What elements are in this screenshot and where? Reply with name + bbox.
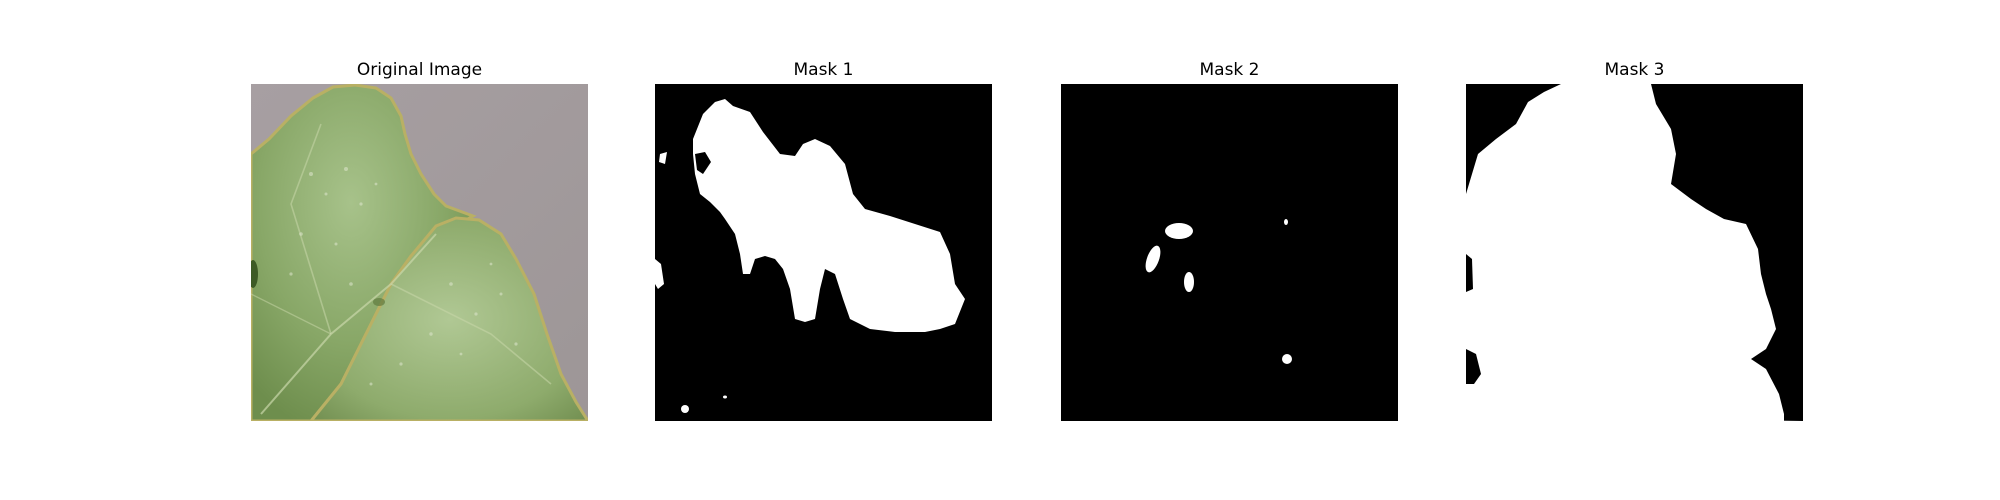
binary-mask-2	[1061, 84, 1398, 421]
leaf-photo	[251, 84, 588, 421]
panel-title: Original Image	[356, 60, 483, 80]
panel-title: Mask 3	[1604, 60, 1665, 80]
panel-title: Mask 1	[793, 60, 854, 80]
binary-mask-1	[655, 84, 992, 421]
panel-title: Mask 2	[1199, 60, 1260, 80]
binary-mask-3	[1466, 84, 1803, 421]
